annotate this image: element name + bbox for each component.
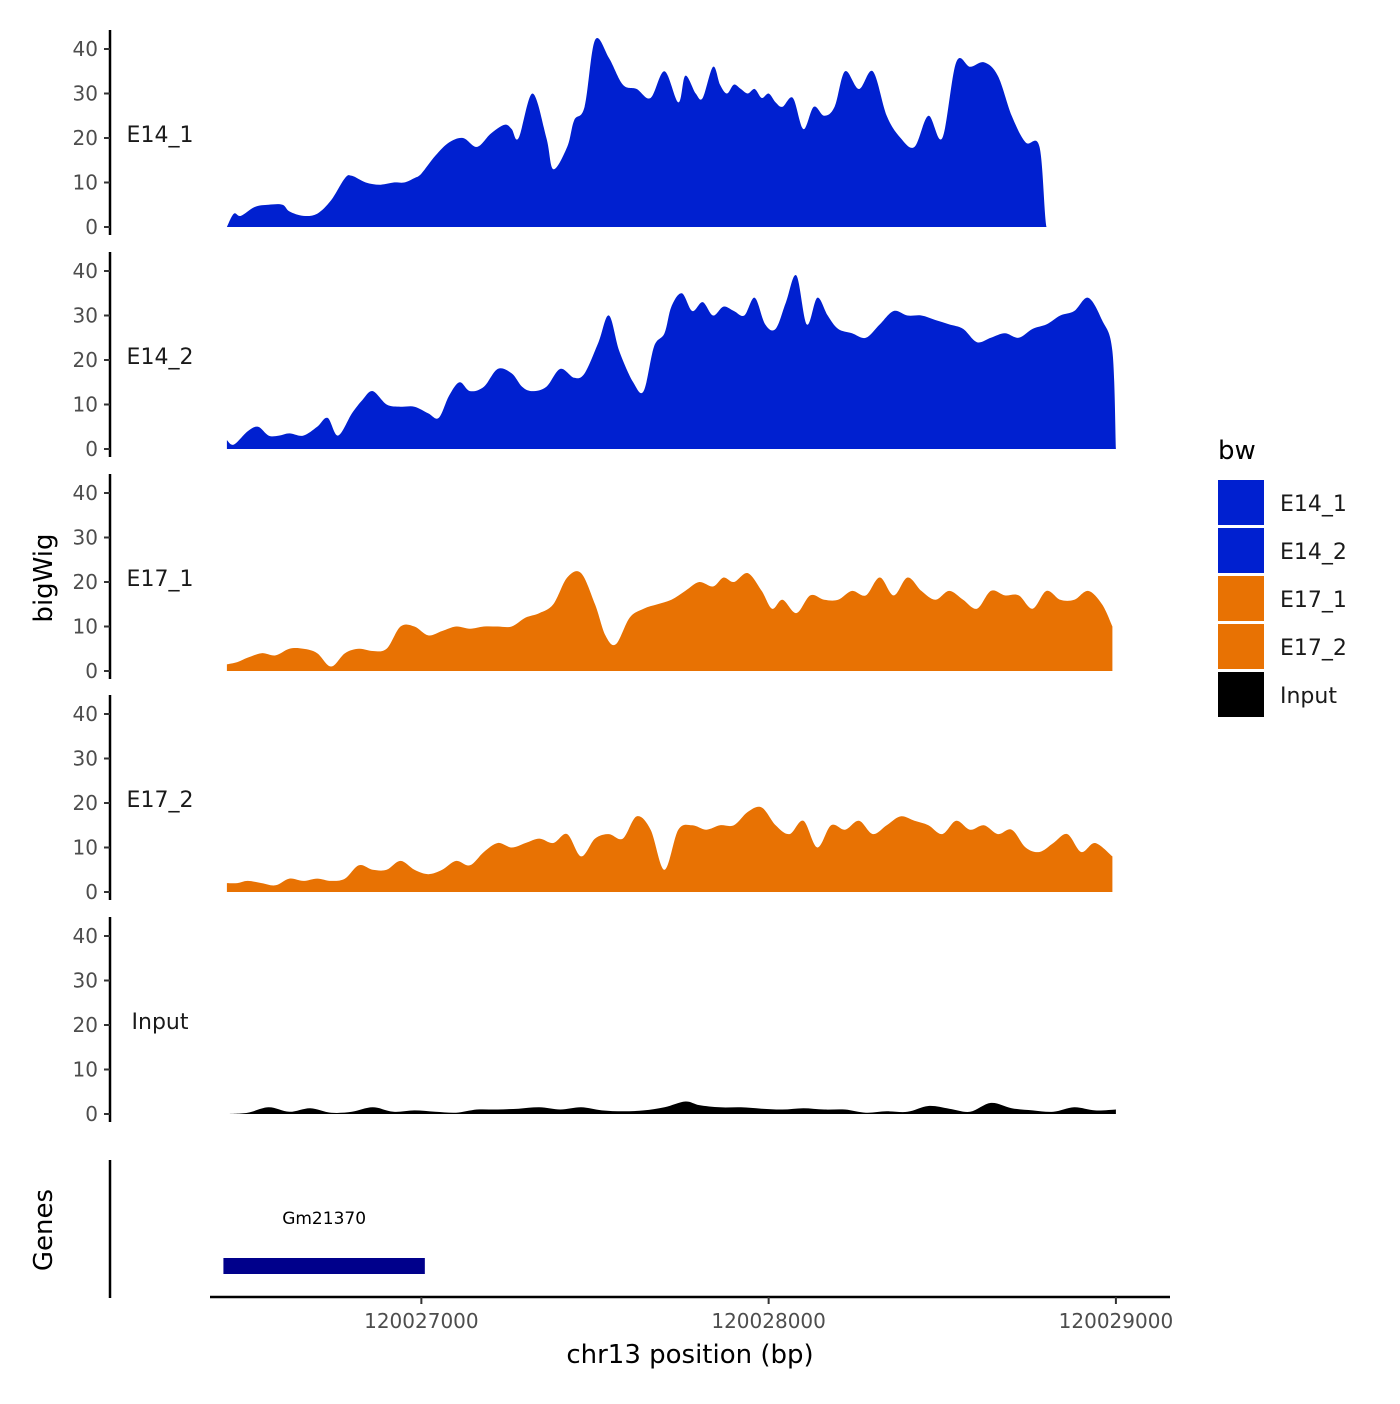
track-label-E14_2: E14_2	[127, 345, 194, 370]
area-E17_2	[226, 806, 1113, 892]
y-axis-title: bigWig	[29, 533, 59, 622]
genes-axis-title: Genes	[29, 1189, 59, 1271]
x-tick-label-120029000: 120029000	[1059, 1309, 1174, 1333]
y-tick-label-E14_2-30: 30	[73, 304, 98, 328]
legend-swatch-E14_2	[1218, 528, 1264, 573]
y-tick-label-E17_2-40: 40	[73, 702, 98, 726]
y-tick-label-E17_2-20: 20	[73, 791, 98, 815]
y-tick-label-E14_2-20: 20	[73, 348, 98, 372]
y-tick-label-E14_1-30: 30	[73, 82, 98, 106]
y-tick-label-Input-20: 20	[73, 1013, 98, 1037]
gene-label-Gm21370: Gm21370	[282, 1209, 366, 1229]
y-tick-label-E14_1-10: 10	[73, 171, 98, 195]
legend-title: bw	[1218, 436, 1256, 466]
y-tick-label-Input-10: 10	[73, 1058, 98, 1082]
legend-swatch-E17_1	[1218, 576, 1264, 621]
y-tick-label-E17_1-40: 40	[73, 481, 98, 505]
y-tick-label-Input-40: 40	[73, 924, 98, 948]
y-tick-label-E17_1-30: 30	[73, 526, 98, 550]
y-tick-label-E17_1-10: 10	[73, 615, 98, 639]
legend-swatch-Input	[1218, 672, 1264, 717]
gene-bar-Gm21370	[223, 1258, 425, 1274]
legend-label-E14_1: E14_1	[1280, 492, 1347, 517]
y-tick-label-E17_2-30: 30	[73, 747, 98, 771]
legend-label-E17_2: E17_2	[1280, 636, 1347, 661]
legend-swatch-E14_1	[1218, 480, 1264, 525]
y-tick-label-E14_1-40: 40	[73, 37, 98, 61]
legend-swatch-E17_2	[1218, 624, 1264, 669]
legend-label-Input: Input	[1280, 684, 1337, 709]
y-tick-label-E14_2-40: 40	[73, 259, 98, 283]
x-axis-title: chr13 position (bp)	[566, 1340, 813, 1370]
y-tick-label-E17_1-20: 20	[73, 570, 98, 594]
area-Input	[226, 1101, 1116, 1114]
y-tick-label-E17_2-0: 0	[85, 880, 98, 904]
y-tick-label-E17_1-0: 0	[85, 659, 98, 683]
y-tick-label-E17_2-10: 10	[73, 836, 98, 860]
x-tick-label-120028000: 120028000	[711, 1309, 826, 1333]
y-tick-label-Input-0: 0	[85, 1102, 98, 1126]
x-tick-label-120027000: 120027000	[364, 1309, 479, 1333]
track-label-E17_2: E17_2	[127, 788, 194, 813]
area-E14_1	[226, 38, 1113, 227]
y-tick-label-E14_1-0: 0	[85, 215, 98, 239]
y-tick-label-E14_2-10: 10	[73, 393, 98, 417]
legend-label-E14_2: E14_2	[1280, 540, 1347, 565]
area-E14_2	[226, 275, 1120, 449]
area-E17_1	[226, 571, 1113, 671]
track-label-E14_1: E14_1	[127, 123, 194, 148]
track-label-E17_1: E17_1	[127, 567, 194, 592]
track-label-Input: Input	[132, 1010, 189, 1035]
y-tick-label-Input-30: 30	[73, 969, 98, 993]
y-tick-label-E14_2-0: 0	[85, 437, 98, 461]
legend-label-E17_1: E17_1	[1280, 588, 1347, 613]
y-tick-label-E14_1-20: 20	[73, 126, 98, 150]
